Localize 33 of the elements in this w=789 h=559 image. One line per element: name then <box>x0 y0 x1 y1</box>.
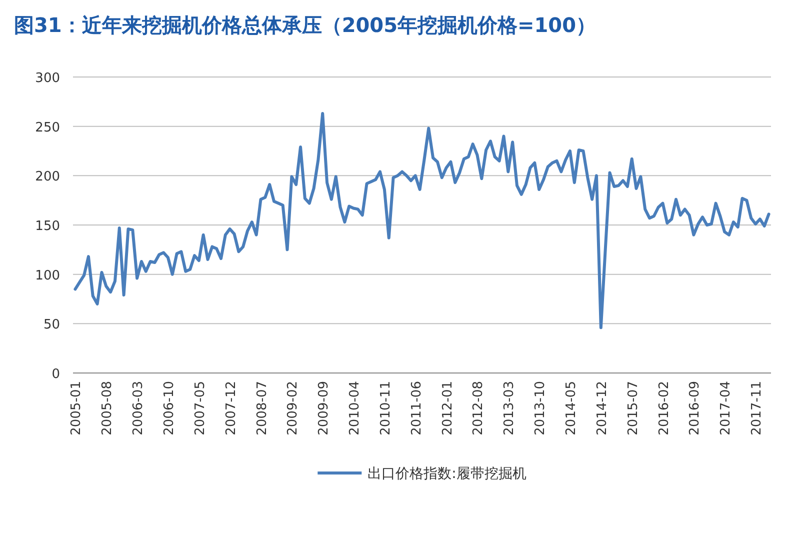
y-tick-label: 150 <box>35 219 60 234</box>
x-tick-label: 2007-05 <box>192 381 208 436</box>
y-tick-label: 0 <box>52 367 60 382</box>
y-tick-label: 200 <box>35 170 60 185</box>
x-tick-label: 2011-06 <box>409 381 424 436</box>
x-tick-label: 2009-02 <box>286 381 301 436</box>
chart-title: 图31：近年来挖掘机价格总体承压（2005年挖掘机价格=100） <box>14 13 596 37</box>
y-tick-label: 100 <box>35 268 60 284</box>
legend-label: 出口价格指数:履带挖掘机 <box>368 466 526 482</box>
x-tick-label: 2013-10 <box>533 381 548 436</box>
x-tick-label: 2010-11 <box>378 381 394 436</box>
x-tick-label: 2010-04 <box>348 381 363 436</box>
x-tick-label: 2005-08 <box>100 381 116 436</box>
y-tick-label: 300 <box>35 71 60 86</box>
x-tick-label: 2005-01 <box>69 381 84 436</box>
x-tick-label: 2009-09 <box>316 381 332 436</box>
y-tick-label: 250 <box>35 120 60 136</box>
x-tick-label: 2017-11 <box>750 381 765 436</box>
x-tick-label: 2016-09 <box>688 381 703 436</box>
x-tick-label: 2012-08 <box>471 381 486 436</box>
y-tick-label: 50 <box>43 318 60 333</box>
x-tick-label: 2007-12 <box>224 381 239 436</box>
x-tick-label: 2012-01 <box>440 381 456 436</box>
x-tick-label: 2013-03 <box>502 381 518 436</box>
x-tick-label: 2006-10 <box>162 381 177 436</box>
x-tick-label: 2008-07 <box>254 381 270 436</box>
line-series <box>74 112 770 330</box>
x-tick-label: 2017-04 <box>718 381 734 436</box>
x-tick-label: 2016-02 <box>656 381 672 436</box>
x-tick-label: 2014-05 <box>564 381 579 436</box>
x-tick-label: 2006-03 <box>131 381 146 436</box>
x-tick-label: 2015-07 <box>626 381 641 436</box>
x-tick-label: 2014-12 <box>594 381 610 436</box>
